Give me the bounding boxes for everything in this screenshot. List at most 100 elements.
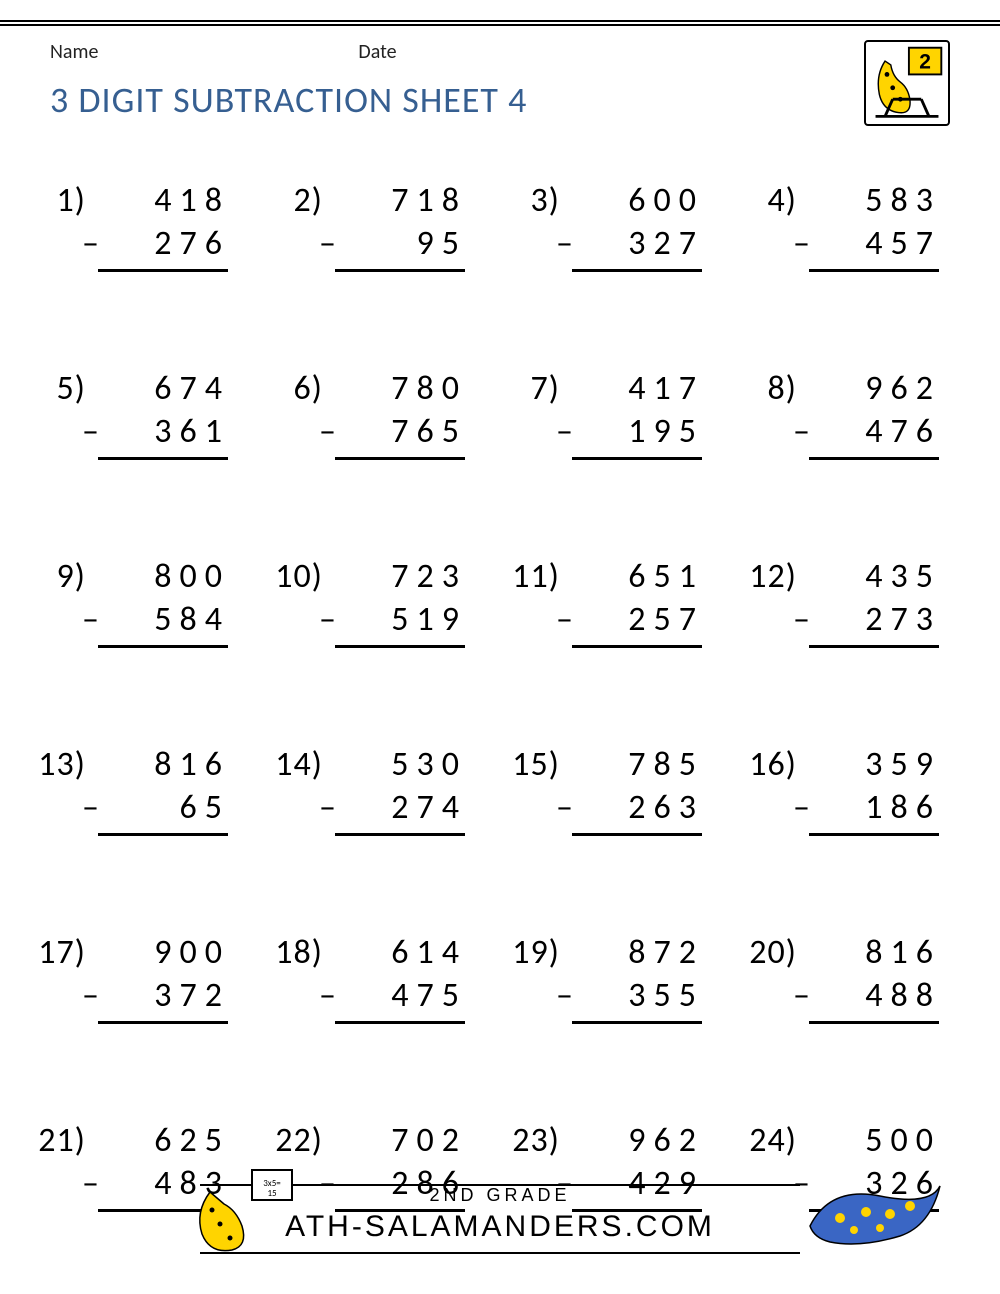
minus-sign: – [556,975,573,1016]
name-label: Name [50,40,98,64]
problem-stack: 583–457 [821,180,941,272]
problem-stack: 674–361 [110,368,230,460]
problem-number: 20) [747,932,803,973]
problem-stack: 418–276 [110,180,230,272]
problem: 19) 872–355 [510,932,727,1024]
subtrahend: 519 [347,599,467,642]
subtrahend: 584 [110,599,230,642]
minus-sign: – [793,599,810,640]
problem: 5)674–361 [36,368,253,460]
worksheet-title: 3 DIGIT SUBTRACTION SHEET 4 [50,78,527,122]
problem: 11) 651–257 [510,556,727,648]
answer-rule [98,269,228,272]
date-label: Date [358,40,396,64]
answer-rule [98,457,228,460]
answer-rule [809,645,939,648]
subtrahend-row: –327 [584,223,704,266]
problem-stack: 651–257 [584,556,704,648]
subtrahend: 355 [584,975,704,1018]
subtrahend-row: –95 [347,223,467,266]
minus-sign: – [82,975,99,1016]
answer-rule [572,269,702,272]
minuend: 583 [821,180,941,223]
problem-stack: 872–355 [584,932,704,1024]
problem-stack: 723–519 [347,556,467,648]
problem-number: 1) [36,180,92,221]
minus-sign: – [82,411,99,452]
problem-stack: 614–475 [347,932,467,1024]
problem: 12)435–273 [747,556,964,648]
minus-sign: – [319,411,336,452]
problem: 6) 780–765 [273,368,490,460]
page-top-rule [0,20,1000,26]
minuend: 962 [821,368,941,411]
minus-sign: – [82,599,99,640]
footer-salamander-right-icon [790,1156,950,1266]
problem-number: 18) [273,932,329,973]
subtrahend-row: –355 [584,975,704,1018]
problem-number: 11) [510,556,566,597]
subtrahend-row: –257 [584,599,704,642]
subtrahend-row: –195 [584,411,704,454]
problem-stack: 600–327 [584,180,704,272]
minus-sign: – [556,599,573,640]
subtrahend: 476 [821,411,941,454]
problem-number: 3) [510,180,566,221]
minuend: 651 [584,556,704,599]
answer-rule [809,833,939,836]
minuend: 816 [821,932,941,975]
minuend: 872 [584,932,704,975]
minus-sign: – [319,975,336,1016]
problem-stack: 718–95 [347,180,467,272]
problem: 8)962–476 [747,368,964,460]
subtrahend-row: –584 [110,599,230,642]
problem: 4)583–457 [747,180,964,272]
answer-rule [335,833,465,836]
subtrahend-row: –274 [347,787,467,830]
minuend: 600 [584,180,704,223]
subtrahend-row: –475 [347,975,467,1018]
problem: 7) 417–195 [510,368,727,460]
minuend: 359 [821,744,941,787]
subtrahend-row: –488 [821,975,941,1018]
problem-stack: 800–584 [110,556,230,648]
subtrahend-row: –765 [347,411,467,454]
minus-sign: – [556,411,573,452]
meta-row: Name Date [50,40,527,64]
answer-rule [572,457,702,460]
subtrahend-row: –186 [821,787,941,830]
subtrahend-row: –519 [347,599,467,642]
svg-text:15: 15 [267,1188,277,1199]
minuend: 723 [347,556,467,599]
subtrahend: 263 [584,787,704,830]
problem-stack: 780–765 [347,368,467,460]
problem-number: 14) [273,744,329,785]
footer-salamander-left-icon: 3x5= 15 [180,1162,320,1262]
logo-badge-number: 2 [919,51,931,74]
minuend: 435 [821,556,941,599]
minus-sign: – [793,223,810,264]
minuend: 674 [110,368,230,411]
problem-number: 6) [273,368,329,409]
problems-grid: 1) 418–276 2)718–95 3) 600–327 4)583–457 5)674… [36,180,964,1212]
minus-sign: – [319,787,336,828]
problem-stack: 962–476 [821,368,941,460]
subtrahend-row: –273 [821,599,941,642]
problem: 1) 418–276 [36,180,253,272]
problem: 15)785–263 [510,744,727,836]
problem-number: 15) [510,744,566,785]
minuend: 780 [347,368,467,411]
minus-sign: – [82,223,99,264]
problem-number: 7) [510,368,566,409]
salamander-logo-icon: 2 [864,40,950,126]
subtrahend: 186 [821,787,941,830]
problem: 2)718–95 [273,180,490,272]
problem-stack: 417–195 [584,368,704,460]
subtrahend: 488 [821,975,941,1018]
minuend: 718 [347,180,467,223]
answer-rule [335,645,465,648]
problem-stack: 816–65 [110,744,230,836]
problem-number: 19) [510,932,566,973]
subtrahend: 372 [110,975,230,1018]
problem-stack: 900–372 [110,932,230,1024]
